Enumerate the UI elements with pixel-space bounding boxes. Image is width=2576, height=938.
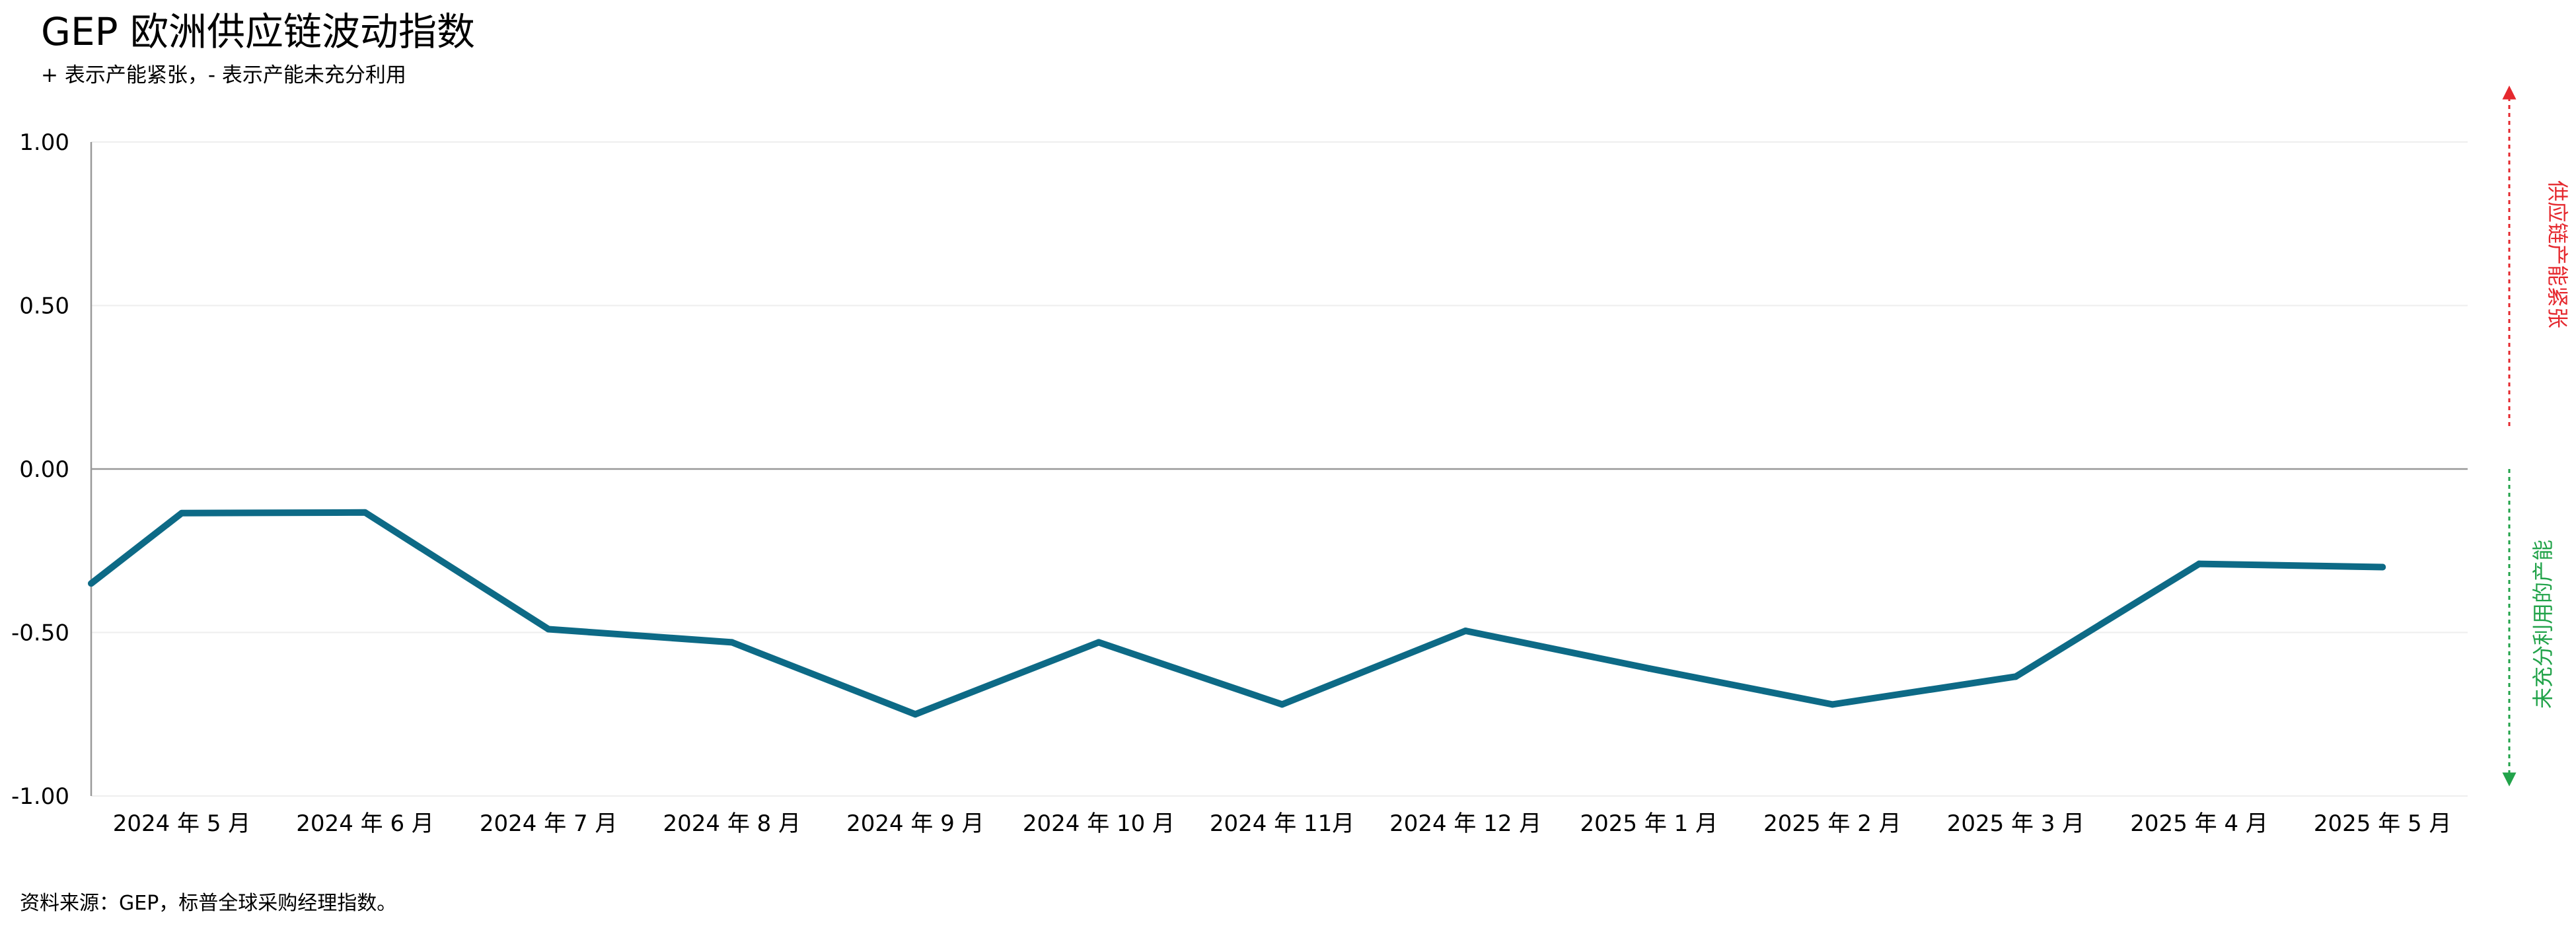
x-tick-label: 2024 年 5 月 <box>113 811 251 837</box>
y-tick-labels: 1.00 0.50 0.00 -0.50 -1.00 <box>11 129 69 810</box>
tightness-label: 供应链产能紧张 <box>2545 180 2570 328</box>
x-tick-label: 2024 年 7 月 <box>480 811 618 837</box>
data-point <box>361 509 369 516</box>
data-point <box>2379 563 2386 571</box>
x-tick-label: 2024 年 12 月 <box>1389 811 1541 837</box>
underutilization-label: 未充分利用的产能 <box>2530 540 2556 709</box>
data-point <box>2195 560 2203 567</box>
y-tick-label: -0.50 <box>11 620 69 647</box>
data-point <box>1095 639 1102 646</box>
series-layer <box>88 509 2386 718</box>
x-tick-labels: 2024 年 5 月 2024 年 6 月 2024 年 7 月 2024 年 8 月… <box>113 811 2452 837</box>
data-point <box>728 639 735 646</box>
grid <box>91 141 2468 797</box>
x-tick-label: 2025 年 1 月 <box>1580 811 1718 837</box>
data-point <box>2012 673 2019 680</box>
x-tick-label: 2024 年 11月 <box>1210 811 1354 837</box>
x-tick-label: 2024 年 6 月 <box>296 811 434 837</box>
y-tick-label: -1.00 <box>11 783 69 810</box>
y-tick-label: 0.00 <box>19 456 69 483</box>
x-tick-label: 2025 年 3 月 <box>1947 811 2085 837</box>
chart-subtitle: + 表示产能紧张，- 表示产能未充分利用 <box>41 63 406 87</box>
data-point <box>1645 665 1652 672</box>
y-tick-label: 0.50 <box>19 293 69 320</box>
data-point <box>178 509 185 517</box>
chart-title: GEP 欧洲供应链波动指数 <box>41 9 476 54</box>
x-tick-label: 2024 年 8 月 <box>663 811 801 837</box>
x-tick-label: 2025 年 5 月 <box>2314 811 2452 837</box>
data-point <box>1278 701 1286 708</box>
source-note: 资料来源：GEP，标普全球采购经理指数。 <box>20 892 397 915</box>
data-point <box>1829 701 1836 708</box>
series-line <box>88 509 2386 718</box>
data-point <box>1462 628 1469 635</box>
x-tick-label: 2024 年 10 月 <box>1023 811 1175 837</box>
y-tick-label: 1.00 <box>19 129 69 156</box>
x-tick-label: 2025 年 4 月 <box>2130 811 2268 837</box>
data-point <box>912 711 919 718</box>
x-tick-label: 2025 年 2 月 <box>1763 811 1901 837</box>
x-tick-label: 2024 年 9 月 <box>846 811 984 837</box>
data-point <box>545 626 552 633</box>
